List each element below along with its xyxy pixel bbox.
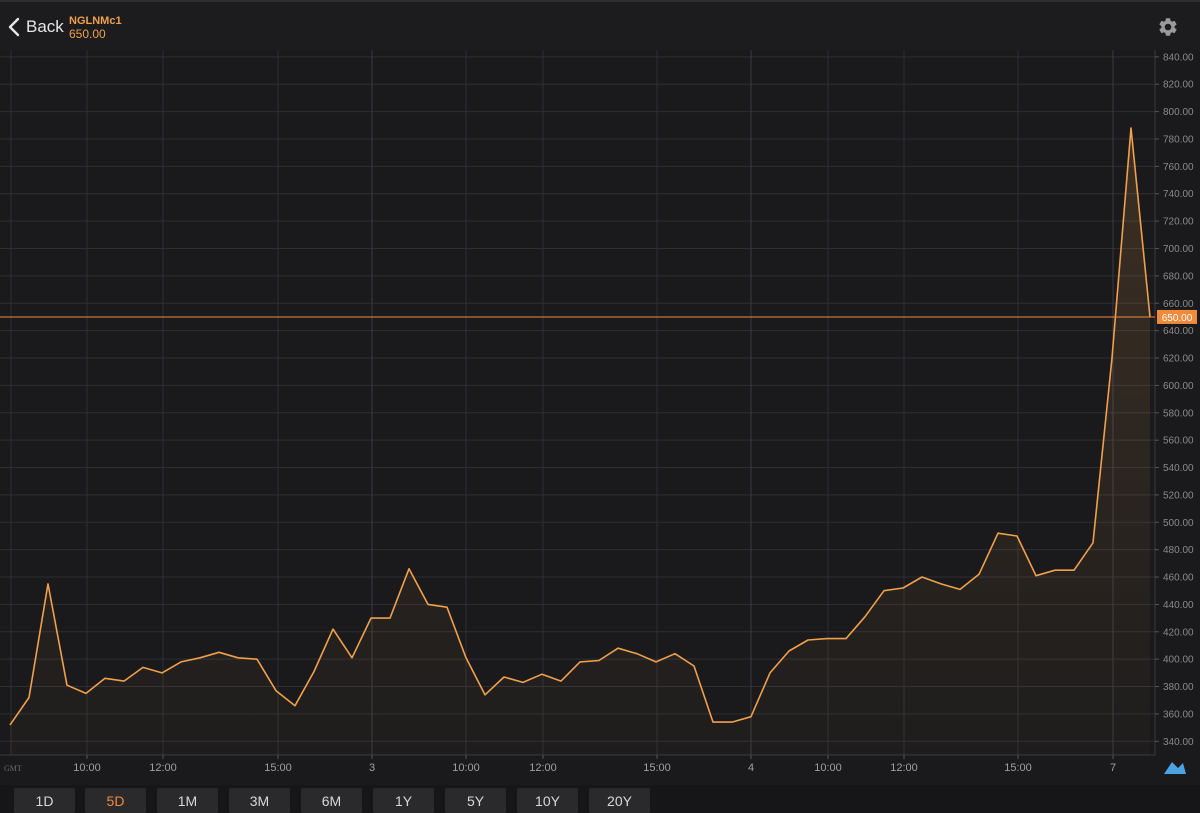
chevron-left-icon [8, 17, 20, 37]
x-tick-label: 10:00 [73, 762, 101, 774]
cloud-logo [1164, 762, 1186, 774]
y-tick-label: 360.00 [1163, 709, 1194, 720]
range-1m-button[interactable]: 1M [157, 788, 218, 813]
timezone-label: GMT [4, 764, 22, 773]
x-tick-label: 10:00 [814, 762, 842, 774]
chart-canvas: 340.00 360.00 380.00 400.00 420.00 440.00 460.… [0, 50, 1197, 774]
back-button[interactable]: Back [8, 14, 64, 40]
y-axis: 340.00 360.00 380.00 400.00 420.00 440.00 460.… [1155, 52, 1194, 748]
area-fill [10, 128, 1150, 755]
y-tick-label: 780.00 [1163, 134, 1194, 145]
y-tick-label: 840.00 [1163, 52, 1194, 63]
chart-header: Back NGLNMc1 650.00 [0, 0, 1200, 50]
y-tick-label: 660.00 [1163, 299, 1194, 310]
y-tick-label: 560.00 [1163, 436, 1194, 447]
y-tick-label: 580.00 [1163, 408, 1194, 419]
range-label: 6M [321, 792, 342, 809]
x-tick-label: 4 [748, 762, 754, 774]
y-tick-label: 800.00 [1163, 107, 1194, 118]
range-selector: 1D 5D 1M 3M 6M 1Y 5Y 10Y 20Y [0, 785, 1200, 813]
y-tick-label: 340.00 [1163, 737, 1194, 748]
x-tick-label: 12:00 [149, 762, 177, 774]
settings-button[interactable] [1157, 16, 1179, 43]
instrument-info: NGLNMc1 650.00 [69, 15, 122, 40]
range-1y-button[interactable]: 1Y [373, 788, 434, 813]
range-20y-button[interactable]: 20Y [589, 788, 650, 813]
y-tick-label: 740.00 [1163, 189, 1194, 200]
y-tick-label: 540.00 [1163, 463, 1194, 474]
range-label: 1D [35, 792, 54, 809]
y-tick-label: 600.00 [1163, 381, 1194, 392]
x-tick-label: 12:00 [529, 762, 557, 774]
range-label: 1Y [394, 792, 413, 809]
instrument-symbol: NGLNMc1 [69, 15, 122, 27]
y-tick-label: 680.00 [1163, 271, 1194, 282]
y-tick-label: 400.00 [1163, 655, 1194, 666]
x-tick-label: 15:00 [264, 762, 292, 774]
y-tick-label: 440.00 [1163, 600, 1194, 611]
range-3m-button[interactable]: 3M [229, 788, 290, 813]
y-tick-label: 380.00 [1163, 682, 1194, 693]
area-path [10, 128, 1150, 755]
current-value-label: 650.00 [1162, 313, 1193, 324]
range-5d-button[interactable]: 5D [85, 788, 146, 813]
range-6m-button[interactable]: 6M [301, 788, 362, 813]
range-label: 5D [106, 792, 125, 809]
y-tick-label: 760.00 [1163, 162, 1194, 173]
x-tick-label: 12:00 [890, 762, 918, 774]
instrument-price: 650.00 [69, 27, 106, 41]
range-label: 10Y [535, 792, 560, 809]
x-tick-label: 15:00 [643, 762, 671, 774]
cloud-logo-icon [1164, 762, 1186, 774]
x-tick-label: 10:00 [452, 762, 480, 774]
y-tick-label: 520.00 [1163, 490, 1194, 501]
range-label: 1M [177, 792, 198, 809]
y-tick-label: 720.00 [1163, 217, 1194, 228]
x-tick-label: 7 [1110, 762, 1116, 774]
y-tick-label: 700.00 [1163, 244, 1194, 255]
y-tick-label: 460.00 [1163, 573, 1194, 584]
range-1d-button[interactable]: 1D [14, 788, 75, 813]
x-axis: 10:00 12:00 15:00 3 10:00 12:00 15:00 4 10:00 12:… [4, 755, 1116, 774]
y-tick-label: 820.00 [1163, 80, 1194, 91]
y-tick-label: 620.00 [1163, 354, 1194, 365]
current-value-badge [1157, 309, 1197, 324]
price-line [9, 127, 1151, 726]
y-tick-label: 640.00 [1163, 326, 1194, 337]
range-label: 5Y [466, 792, 485, 809]
y-tick-label: 420.00 [1163, 627, 1194, 638]
range-5y-button[interactable]: 5Y [445, 788, 506, 813]
range-label: 20Y [607, 792, 632, 809]
x-tick-label: 15:00 [1004, 762, 1032, 774]
range-10y-button[interactable]: 10Y [517, 788, 578, 813]
y-tick-label: 500.00 [1163, 518, 1194, 529]
x-tick-label: 3 [369, 762, 375, 774]
back-label: Back [26, 17, 64, 36]
current-value-marker: 650.00 [0, 309, 1197, 324]
y-tick-label: 480.00 [1163, 545, 1194, 556]
gear-icon [1159, 18, 1177, 36]
price-chart[interactable]: 340.00 360.00 380.00 400.00 420.00 440.00 460.… [0, 50, 1200, 785]
range-label: 3M [249, 792, 270, 809]
